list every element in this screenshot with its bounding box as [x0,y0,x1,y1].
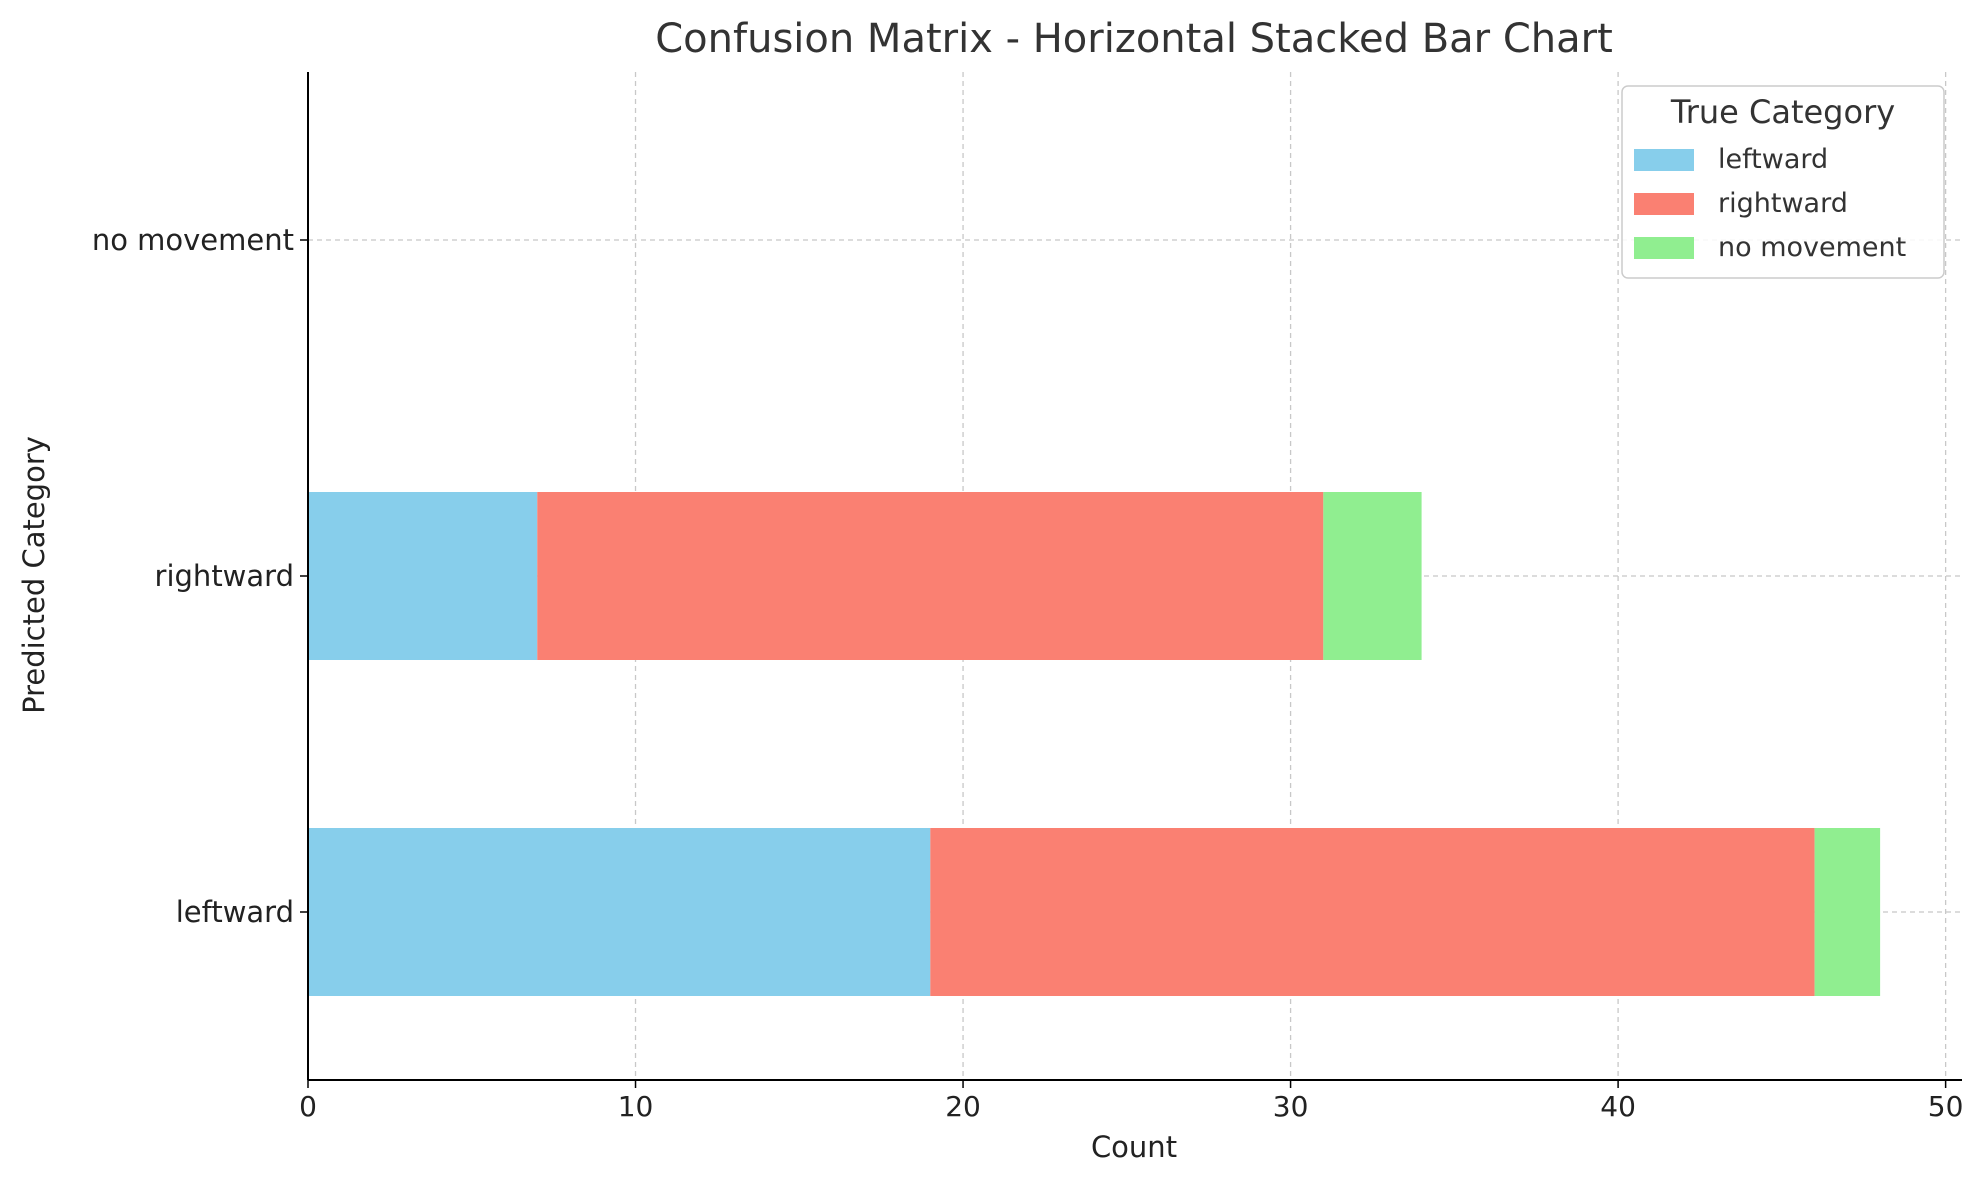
axes-layer: 0 10 20 30 40 50 leftward rightward no movement [92,72,1964,1123]
chart-title: Confusion Matrix - Horizontal Stacked Ba… [655,16,1613,62]
legend-swatch-no-movement [1634,237,1694,259]
legend-title: True Category [1670,93,1895,131]
bar-leftward-rightward [930,828,1815,996]
legend-box [1621,85,1945,279]
y-tick-label: no movement [92,223,294,257]
x-tick-label: 10 [618,1090,654,1123]
bars-layer [308,492,1881,996]
x-axis-label: Count [1091,1130,1177,1164]
y-axis-label: Predicted Category [17,436,51,714]
x-tick-label: 30 [1273,1090,1309,1123]
legend-label: no movement [1718,232,1906,263]
bar-leftward-leftward [308,828,931,996]
legend-swatch-rightward [1634,193,1694,215]
bar-leftward-no-movement [1814,828,1881,996]
legend-label: leftward [1718,144,1828,175]
bar-rightward-no-movement [1323,492,1422,660]
x-tick-label: 0 [299,1090,317,1123]
x-tick-label: 40 [1600,1090,1636,1123]
x-tick-label: 50 [1928,1090,1964,1123]
y-tick-label: leftward [176,895,294,929]
legend-swatch-leftward [1634,149,1694,171]
x-tick-label: 20 [945,1090,981,1123]
legend-label: rightward [1718,188,1848,219]
legend: True Category leftward rightward no movemen… [1621,85,1945,279]
bar-rightward-rightward [537,492,1324,660]
y-tick-label: rightward [155,559,294,593]
bar-rightward-leftward [308,492,538,660]
